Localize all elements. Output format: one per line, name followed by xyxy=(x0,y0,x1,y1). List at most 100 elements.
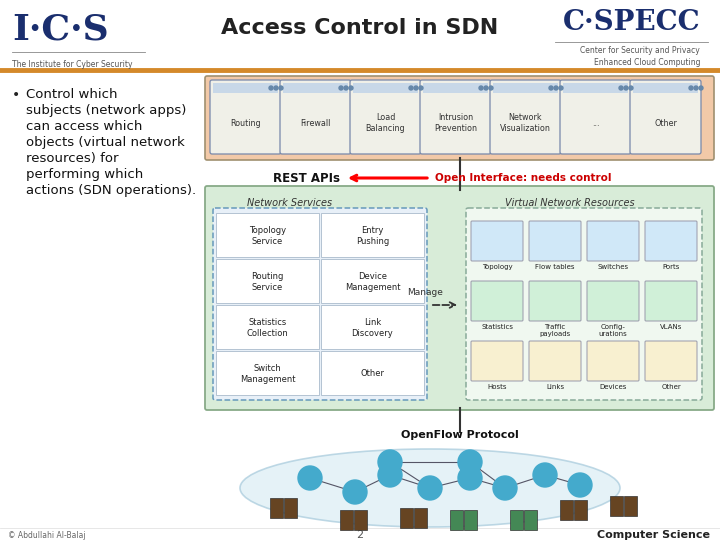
FancyBboxPatch shape xyxy=(205,186,714,410)
FancyBboxPatch shape xyxy=(213,208,427,400)
Circle shape xyxy=(559,86,563,90)
Bar xyxy=(213,83,278,93)
Text: Flow tables: Flow tables xyxy=(535,264,575,270)
Circle shape xyxy=(489,86,493,90)
FancyBboxPatch shape xyxy=(205,76,714,160)
FancyBboxPatch shape xyxy=(210,80,281,154)
FancyBboxPatch shape xyxy=(560,80,631,154)
Circle shape xyxy=(458,450,482,474)
Text: Virtual Network Resources: Virtual Network Resources xyxy=(505,198,635,208)
FancyBboxPatch shape xyxy=(630,80,701,154)
Text: Computer Science: Computer Science xyxy=(597,530,710,540)
Ellipse shape xyxy=(240,449,620,527)
Bar xyxy=(414,508,427,528)
Text: Traffic
payloads: Traffic payloads xyxy=(539,324,571,337)
Text: ...: ... xyxy=(592,118,599,127)
Text: Manage: Manage xyxy=(407,288,443,297)
Text: Topology
Service: Topology Service xyxy=(249,226,286,246)
Text: Firewall: Firewall xyxy=(300,118,330,127)
Bar xyxy=(216,351,319,395)
FancyBboxPatch shape xyxy=(490,80,561,154)
FancyBboxPatch shape xyxy=(466,208,702,400)
Text: Intrusion
Prevention: Intrusion Prevention xyxy=(434,113,477,133)
Text: Control which: Control which xyxy=(26,88,117,101)
Text: actions (SDN operations).: actions (SDN operations). xyxy=(26,184,196,197)
Circle shape xyxy=(343,480,367,504)
Text: Routing
Service: Routing Service xyxy=(251,272,284,292)
Bar xyxy=(524,510,537,530)
Circle shape xyxy=(549,86,553,90)
Circle shape xyxy=(624,86,628,90)
Circle shape xyxy=(629,86,633,90)
FancyBboxPatch shape xyxy=(587,341,639,381)
Circle shape xyxy=(689,86,693,90)
Circle shape xyxy=(414,86,418,90)
FancyBboxPatch shape xyxy=(420,80,491,154)
FancyBboxPatch shape xyxy=(645,221,697,261)
Circle shape xyxy=(418,476,442,500)
Text: Center for Security and Privacy
Enhanced Cloud Computing: Center for Security and Privacy Enhanced… xyxy=(580,46,700,67)
Bar xyxy=(563,83,628,93)
Text: Statistics: Statistics xyxy=(481,324,513,330)
Text: Other: Other xyxy=(361,369,384,379)
Text: The Institute for Cyber Security: The Institute for Cyber Security xyxy=(12,60,132,69)
Text: Config-
urations: Config- urations xyxy=(598,324,627,337)
Bar xyxy=(216,213,319,257)
Bar xyxy=(270,498,283,518)
Circle shape xyxy=(699,86,703,90)
Bar xyxy=(493,83,558,93)
Text: Switch
Management: Switch Management xyxy=(240,364,295,384)
Bar xyxy=(354,510,367,530)
FancyBboxPatch shape xyxy=(471,341,523,381)
Text: Statistics
Collection: Statistics Collection xyxy=(247,318,289,338)
Text: VLANs: VLANs xyxy=(660,324,682,330)
Circle shape xyxy=(269,86,273,90)
Text: Device
Management: Device Management xyxy=(345,272,400,292)
Bar xyxy=(321,351,424,395)
Text: Switches: Switches xyxy=(598,264,629,270)
Text: Access Control in SDN: Access Control in SDN xyxy=(221,18,499,38)
Bar xyxy=(423,83,488,93)
Bar xyxy=(400,508,413,528)
Bar xyxy=(464,510,477,530)
Bar xyxy=(574,500,587,520)
Bar xyxy=(340,510,353,530)
Text: can access which: can access which xyxy=(26,120,143,133)
Circle shape xyxy=(568,473,592,497)
FancyBboxPatch shape xyxy=(529,221,581,261)
Text: Devices: Devices xyxy=(599,384,626,390)
FancyBboxPatch shape xyxy=(471,221,523,261)
Circle shape xyxy=(694,86,698,90)
Circle shape xyxy=(349,86,353,90)
Text: subjects (network apps): subjects (network apps) xyxy=(26,104,186,117)
Text: Load
Balancing: Load Balancing xyxy=(366,113,405,133)
Text: Topology: Topology xyxy=(482,264,513,270)
Circle shape xyxy=(458,466,482,490)
Bar xyxy=(321,305,424,349)
Text: OpenFlow Protocol: OpenFlow Protocol xyxy=(400,430,518,440)
Circle shape xyxy=(419,86,423,90)
Circle shape xyxy=(344,86,348,90)
Text: Links: Links xyxy=(546,384,564,390)
Text: © Abdullahi Al-Balaj: © Abdullahi Al-Balaj xyxy=(8,530,86,539)
Bar xyxy=(321,213,424,257)
Bar xyxy=(450,510,463,530)
Circle shape xyxy=(484,86,488,90)
FancyBboxPatch shape xyxy=(471,281,523,321)
Bar xyxy=(283,83,348,93)
Circle shape xyxy=(479,86,483,90)
Text: Network
Visualization: Network Visualization xyxy=(500,113,551,133)
FancyBboxPatch shape xyxy=(587,221,639,261)
Text: performing which: performing which xyxy=(26,168,143,181)
Text: Entry
Pushing: Entry Pushing xyxy=(356,226,389,246)
Bar xyxy=(353,83,418,93)
Text: C·SPECC: C·SPECC xyxy=(562,9,700,36)
Circle shape xyxy=(493,476,517,500)
Circle shape xyxy=(619,86,623,90)
FancyBboxPatch shape xyxy=(280,80,351,154)
Circle shape xyxy=(533,463,557,487)
Text: REST APIs: REST APIs xyxy=(273,172,340,185)
Text: Network Services: Network Services xyxy=(248,198,333,208)
Bar xyxy=(510,510,523,530)
Circle shape xyxy=(554,86,558,90)
